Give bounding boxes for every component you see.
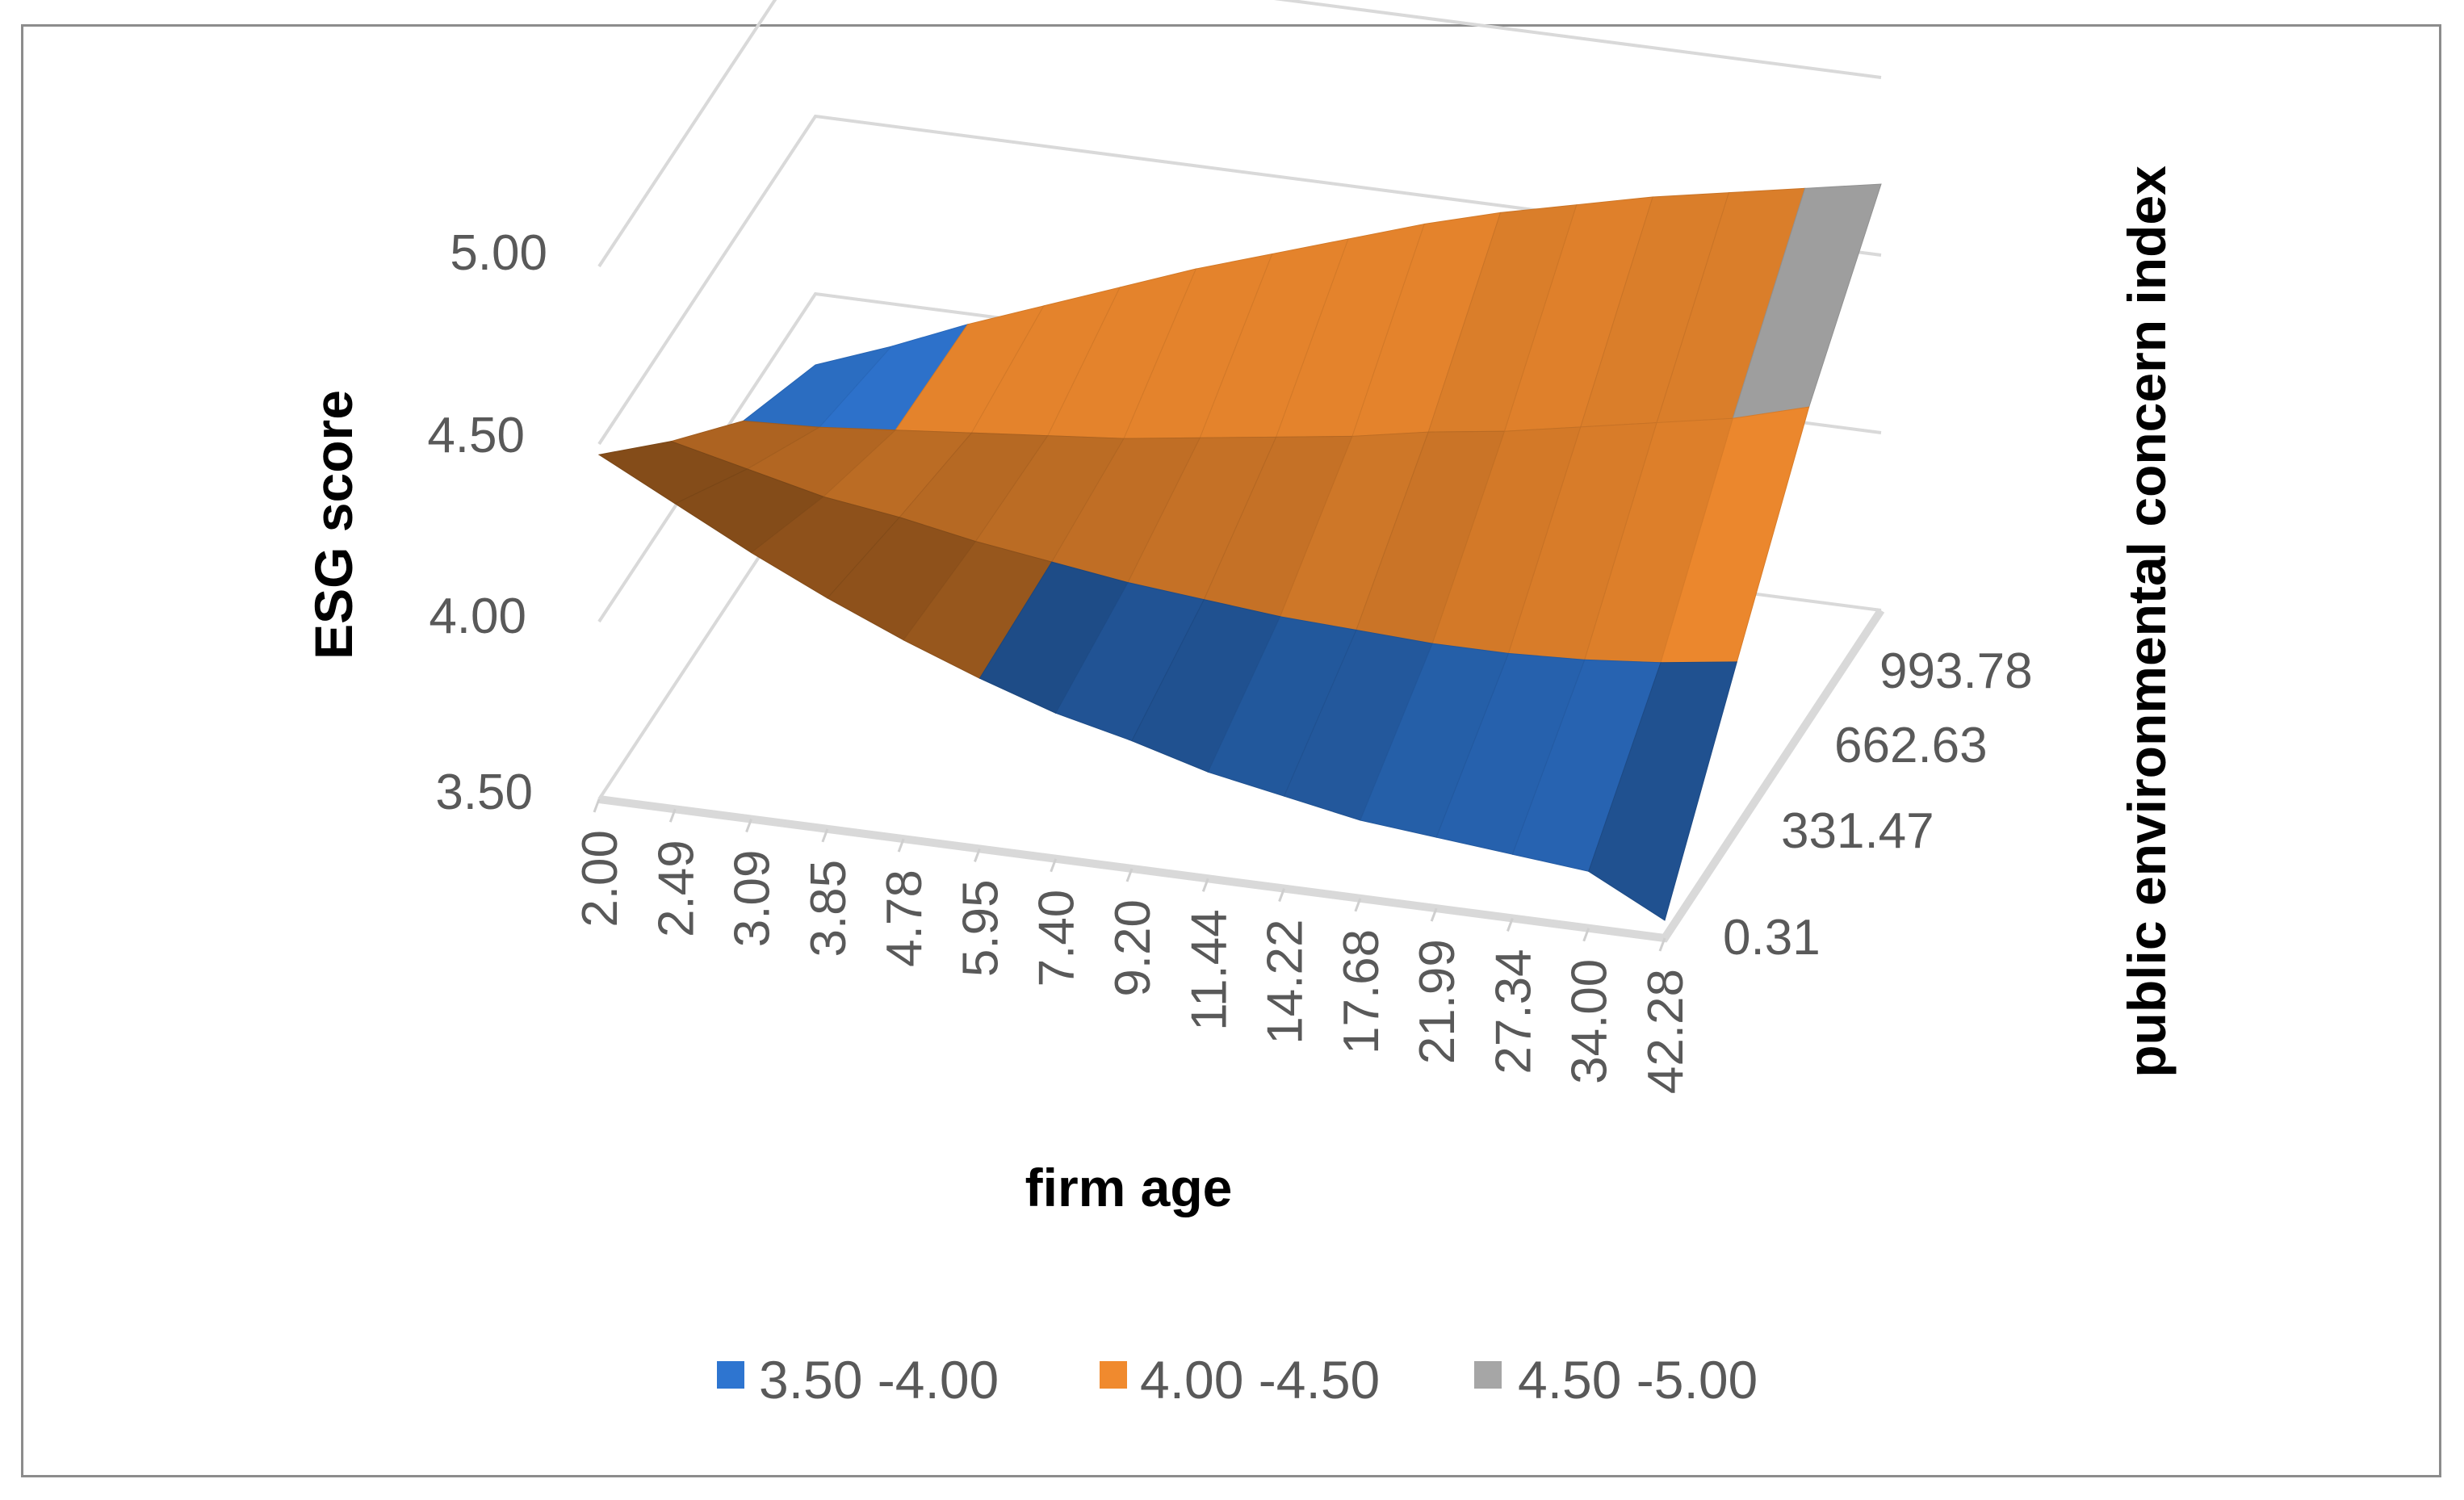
depth-tick-labels: 0.31 331.47 662.63 993.78	[1723, 643, 2033, 966]
y-tick-label: 4.00	[429, 589, 526, 644]
floor-layer	[593, 608, 1885, 952]
x-tick-label: 21.99	[1410, 939, 1465, 1064]
x-tick-mark	[1430, 907, 1438, 922]
y-tick-label: 5.00	[450, 225, 547, 281]
x-tick-label: 34.00	[1562, 959, 1618, 1084]
x-tick-label: 14.22	[1258, 920, 1314, 1045]
depth-axis-title: public environmental concern index	[2117, 166, 2177, 1078]
x-tick-label: 5.95	[953, 879, 1008, 977]
x-tick-label: 2.00	[572, 830, 628, 928]
legend-swatch-1	[717, 1361, 744, 1389]
x-tick-mark	[1050, 858, 1058, 873]
depth-tick-label: 331.47	[1781, 803, 1934, 859]
y-tick-label: 4.50	[427, 408, 525, 463]
depth-tick-label: 0.31	[1723, 910, 1821, 966]
x-tick-label: 3.85	[801, 860, 857, 957]
x-tick-mark	[1582, 928, 1590, 942]
x-tick-label: 9.20	[1105, 899, 1161, 997]
x-tick-mark	[593, 798, 601, 813]
gridline	[597, 114, 1882, 446]
x-tick-label: 17.68	[1334, 929, 1389, 1054]
x-tick-mark	[745, 819, 752, 833]
x-tick-mark	[821, 828, 829, 843]
y-axis-title: ESG score	[304, 390, 363, 660]
x-tick-label: 4.78	[877, 869, 932, 967]
x-tick-labels: 2.00 2.49 3.09 3.85 4.78 5.95 7.40 9.20 11.44 14.…	[572, 830, 1694, 1094]
x-tick-label: 3.09	[725, 850, 781, 948]
x-tick-mark	[1278, 888, 1285, 903]
legend-swatch-3	[1474, 1361, 1502, 1389]
x-tick-label: 11.44	[1181, 909, 1237, 1031]
x-tick-mark	[1201, 878, 1209, 892]
x-tick-label: 7.40	[1029, 890, 1085, 987]
legend-label-2: 4.00 -4.50	[1140, 1350, 1380, 1410]
x-tick-mark	[1658, 937, 1666, 952]
depth-tick-label: 662.63	[1834, 718, 1988, 773]
legend-swatch-2	[1100, 1361, 1127, 1389]
x-tick-mark	[1125, 868, 1134, 882]
x-tick-mark	[974, 848, 981, 862]
x-tick-label: 42.28	[1638, 969, 1694, 1094]
y-tick-labels: 5.00 4.50 4.00 3.50	[427, 225, 547, 820]
surface-layer	[597, 183, 1882, 921]
legend-label-3: 4.50 -5.00	[1518, 1350, 1758, 1410]
legend: 3.50 -4.00 4.00 -4.50 4.50 -5.00	[717, 1350, 1758, 1410]
surface-cell	[1588, 661, 1737, 921]
x-tick-mark	[668, 808, 677, 823]
x-tick-mark	[897, 838, 905, 853]
x-tick-label: 27.34	[1486, 949, 1541, 1074]
gridline	[597, 0, 1882, 268]
y-tick-label: 3.50	[435, 765, 533, 820]
legend-label-1: 3.50 -4.00	[759, 1350, 999, 1410]
depth-tick-label: 993.78	[1879, 643, 2033, 699]
x-axis-title: firm age	[1025, 1158, 1233, 1217]
x-tick-label: 2.49	[648, 840, 704, 937]
x-tick-mark	[1506, 917, 1514, 932]
x-tick-mark	[1354, 898, 1362, 912]
